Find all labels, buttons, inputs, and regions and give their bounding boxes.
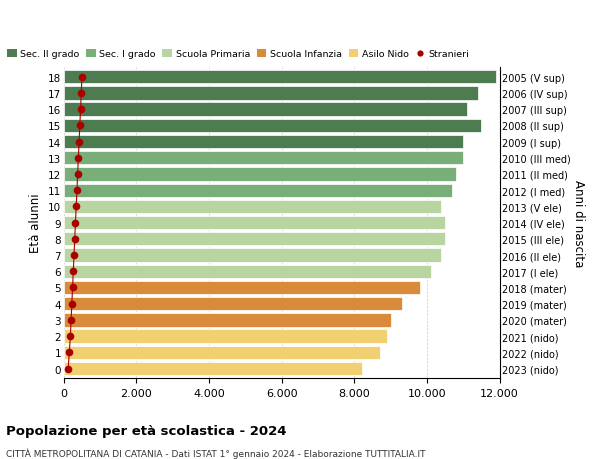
Bar <box>64 281 419 295</box>
Bar <box>64 330 387 343</box>
Bar <box>64 71 496 84</box>
Bar <box>64 200 442 213</box>
Bar <box>64 87 478 101</box>
Bar <box>64 135 463 149</box>
Text: Popolazione per età scolastica - 2024: Popolazione per età scolastica - 2024 <box>6 425 287 437</box>
Bar <box>64 152 463 165</box>
Y-axis label: Anni di nascita: Anni di nascita <box>572 179 585 267</box>
Bar <box>64 346 380 359</box>
Bar <box>64 313 391 327</box>
Bar <box>64 249 442 262</box>
Bar <box>64 297 401 311</box>
Bar <box>64 119 481 133</box>
Bar <box>64 184 452 197</box>
Bar <box>64 233 445 246</box>
Y-axis label: Età alunni: Età alunni <box>29 193 42 253</box>
Bar <box>64 362 362 375</box>
Bar <box>64 168 456 181</box>
Bar <box>64 103 467 117</box>
Text: CITTÀ METROPOLITANA DI CATANIA - Dati ISTAT 1° gennaio 2024 - Elaborazione TUTTI: CITTÀ METROPOLITANA DI CATANIA - Dati IS… <box>6 448 425 458</box>
Bar <box>64 217 445 230</box>
Legend: Sec. II grado, Sec. I grado, Scuola Primaria, Scuola Infanzia, Asilo Nido, Stran: Sec. II grado, Sec. I grado, Scuola Prim… <box>3 46 473 63</box>
Bar <box>64 265 431 278</box>
